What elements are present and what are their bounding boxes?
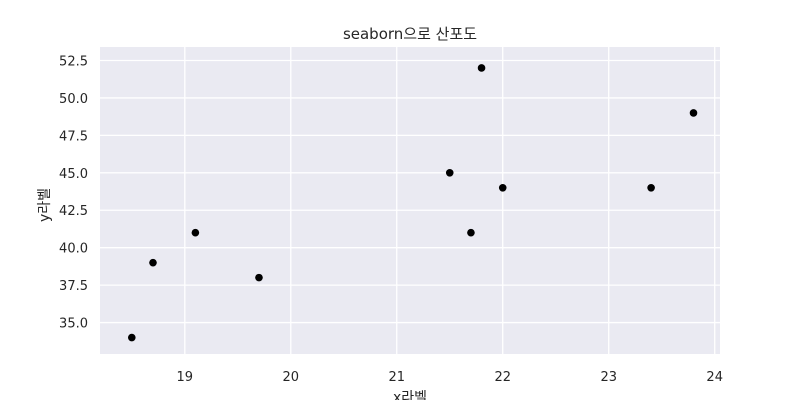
y-tick-label: 52.5	[59, 54, 88, 69]
y-tick-label: 40.0	[59, 242, 88, 257]
y-tick-labels: 35.0 37.5 40.0 42.5 45.0 47.5 50.0 52.5	[59, 54, 88, 331]
x-tick-label: 24	[706, 370, 723, 385]
y-axis-label: y라벨	[37, 188, 53, 222]
scatter-point	[149, 258, 157, 267]
x-tick-label: 20	[282, 370, 299, 385]
scatter-point	[477, 64, 486, 72]
y-tick-label: 35.0	[59, 317, 88, 332]
grid-lines	[100, 47, 720, 354]
x-tick-label: 22	[494, 370, 511, 385]
scatter-point	[647, 183, 655, 192]
scatter-point	[467, 228, 475, 237]
x-tick-label: 19	[177, 370, 194, 385]
x-tick-label: 21	[388, 370, 405, 385]
scatter-point	[498, 183, 507, 192]
scatter-point	[689, 109, 698, 117]
scatter-point	[191, 228, 200, 237]
scatter-point	[445, 168, 454, 177]
y-tick-label: 42.5	[59, 204, 88, 219]
scatter-point	[127, 333, 136, 342]
data-points	[127, 64, 698, 342]
plot-area	[100, 47, 720, 354]
y-tick-label: 50.0	[59, 92, 88, 107]
y-tick-label: 47.5	[59, 129, 88, 144]
y-tick-label: 45.0	[59, 167, 88, 182]
x-axis-label: x라벨	[393, 390, 427, 400]
scatter-point	[255, 273, 263, 282]
x-tick-labels: 19 20 21 22 23 24	[177, 370, 723, 385]
y-tick-label: 37.5	[59, 279, 88, 294]
chart-title: seaborn으로 산포도	[343, 25, 477, 43]
x-tick-label: 23	[600, 370, 617, 385]
